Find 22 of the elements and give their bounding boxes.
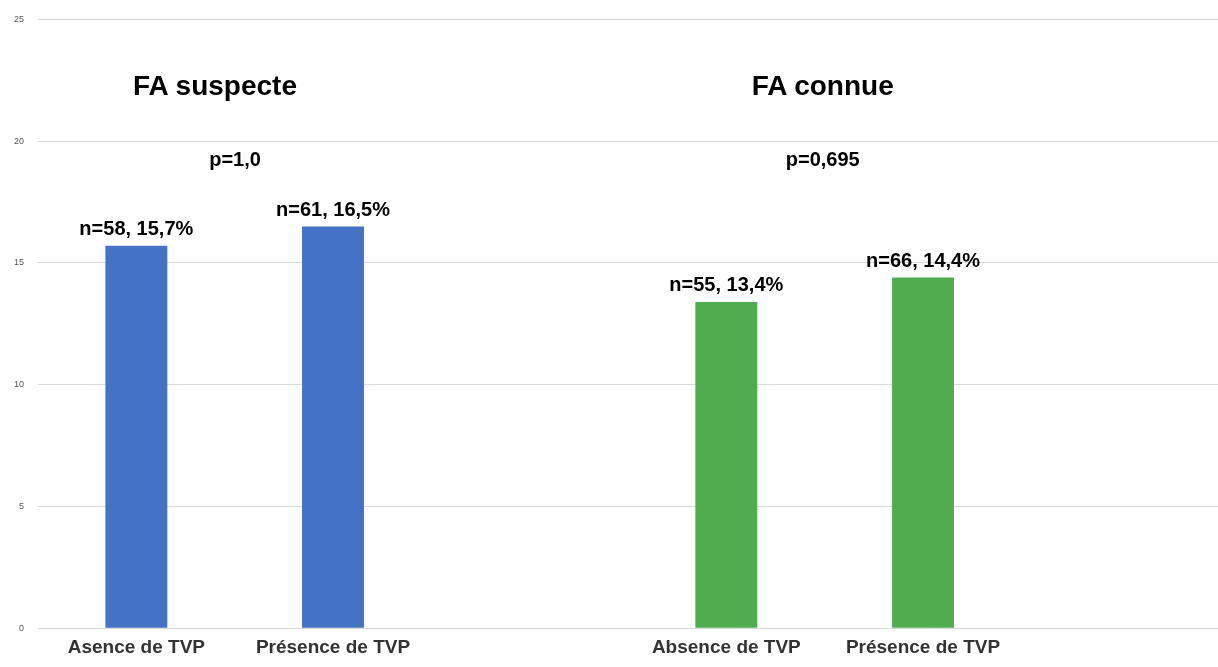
x-tick-label: Présence de TVP [255,635,411,657]
y-tick-label: 15 [14,257,25,268]
y-tick-label: 20 [14,135,25,146]
y-tick-label: 0 [19,622,25,633]
x-tick-label: Présence de TVP [845,635,1001,657]
bar [892,277,954,628]
bar [695,301,758,628]
bar [105,245,168,628]
bar [302,226,364,628]
x-tick-label: Absence de TVP [651,635,802,657]
data-label: n=61, 16,5% [276,197,391,220]
annotation: FA suspecte [133,70,297,102]
annotation: p=0,695 [785,148,860,171]
annotation: p=1,0 [209,148,261,171]
annotation: FA connue [751,70,894,102]
data-label: n=58, 15,7% [79,217,194,240]
x-tick-label: Asence de TVP [67,635,206,657]
y-tick-label: 10 [14,379,25,390]
y-tick-label: 25 [14,13,25,24]
data-label: n=55, 13,4% [669,273,784,296]
data-label: n=66, 14,4% [866,249,981,272]
y-tick-label: 5 [19,500,25,511]
